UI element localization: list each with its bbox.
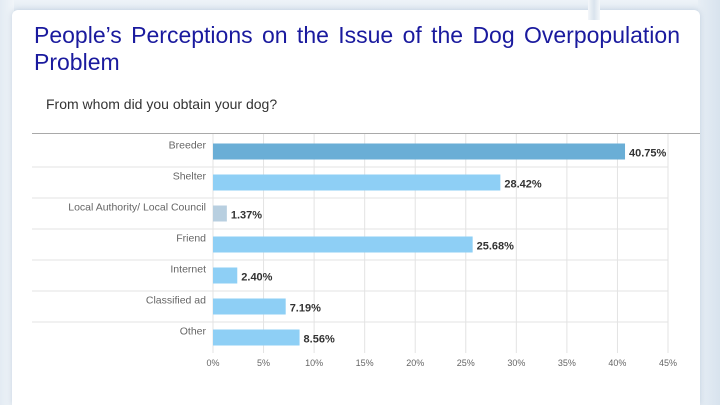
x-tick-label: 10% (305, 358, 323, 368)
category-label: Internet (170, 264, 206, 276)
category-label: Friend (176, 233, 206, 245)
x-tick-label: 45% (659, 358, 677, 368)
bar (213, 205, 227, 222)
bars (213, 143, 626, 346)
bar (213, 143, 626, 160)
survey-question: From whom did you obtain your dog? (46, 96, 278, 112)
bar (213, 329, 300, 346)
value-label: 8.56% (304, 334, 335, 346)
bar (213, 236, 473, 253)
slide-title: People’s Perceptions on the Issue of the… (34, 22, 680, 75)
category-label: Other (180, 326, 207, 338)
category-label: Breeder (169, 140, 207, 152)
value-label: 2.40% (241, 272, 272, 284)
x-tick-label: 20% (406, 358, 424, 368)
value-label: 7.19% (290, 303, 321, 315)
x-tick-label: 15% (356, 358, 374, 368)
category-label: Classified ad (146, 295, 206, 307)
bar (213, 298, 286, 315)
bar-chart-svg: 0% 5% 10% 15% 20% 25% 30% 35% 40% 45% Breeder 40.75… (32, 134, 677, 369)
category-label: Local Authority/ Local Council (68, 202, 206, 214)
category-label: Shelter (173, 171, 207, 183)
value-label: 28.42% (504, 179, 542, 191)
x-tick-label: 0% (206, 358, 219, 368)
x-tick-label: 35% (558, 358, 576, 368)
labels: 0% 5% 10% 15% 20% 25% 30% 35% 40% 45% Breeder 40.75… (68, 140, 677, 369)
bar-chart: 0% 5% 10% 15% 20% 25% 30% 35% 40% 45% Breeder 40.75… (32, 133, 700, 374)
value-label: 1.37% (231, 210, 262, 222)
x-tick-label: 5% (257, 358, 270, 368)
x-tick-label: 30% (507, 358, 525, 368)
slide-frame-right (698, 0, 720, 405)
bar (213, 267, 238, 284)
x-tick-label: 40% (608, 358, 626, 368)
x-tick-label: 25% (457, 358, 475, 368)
value-label: 40.75% (629, 148, 667, 160)
bar (213, 174, 501, 191)
value-label: 25.68% (477, 241, 515, 253)
